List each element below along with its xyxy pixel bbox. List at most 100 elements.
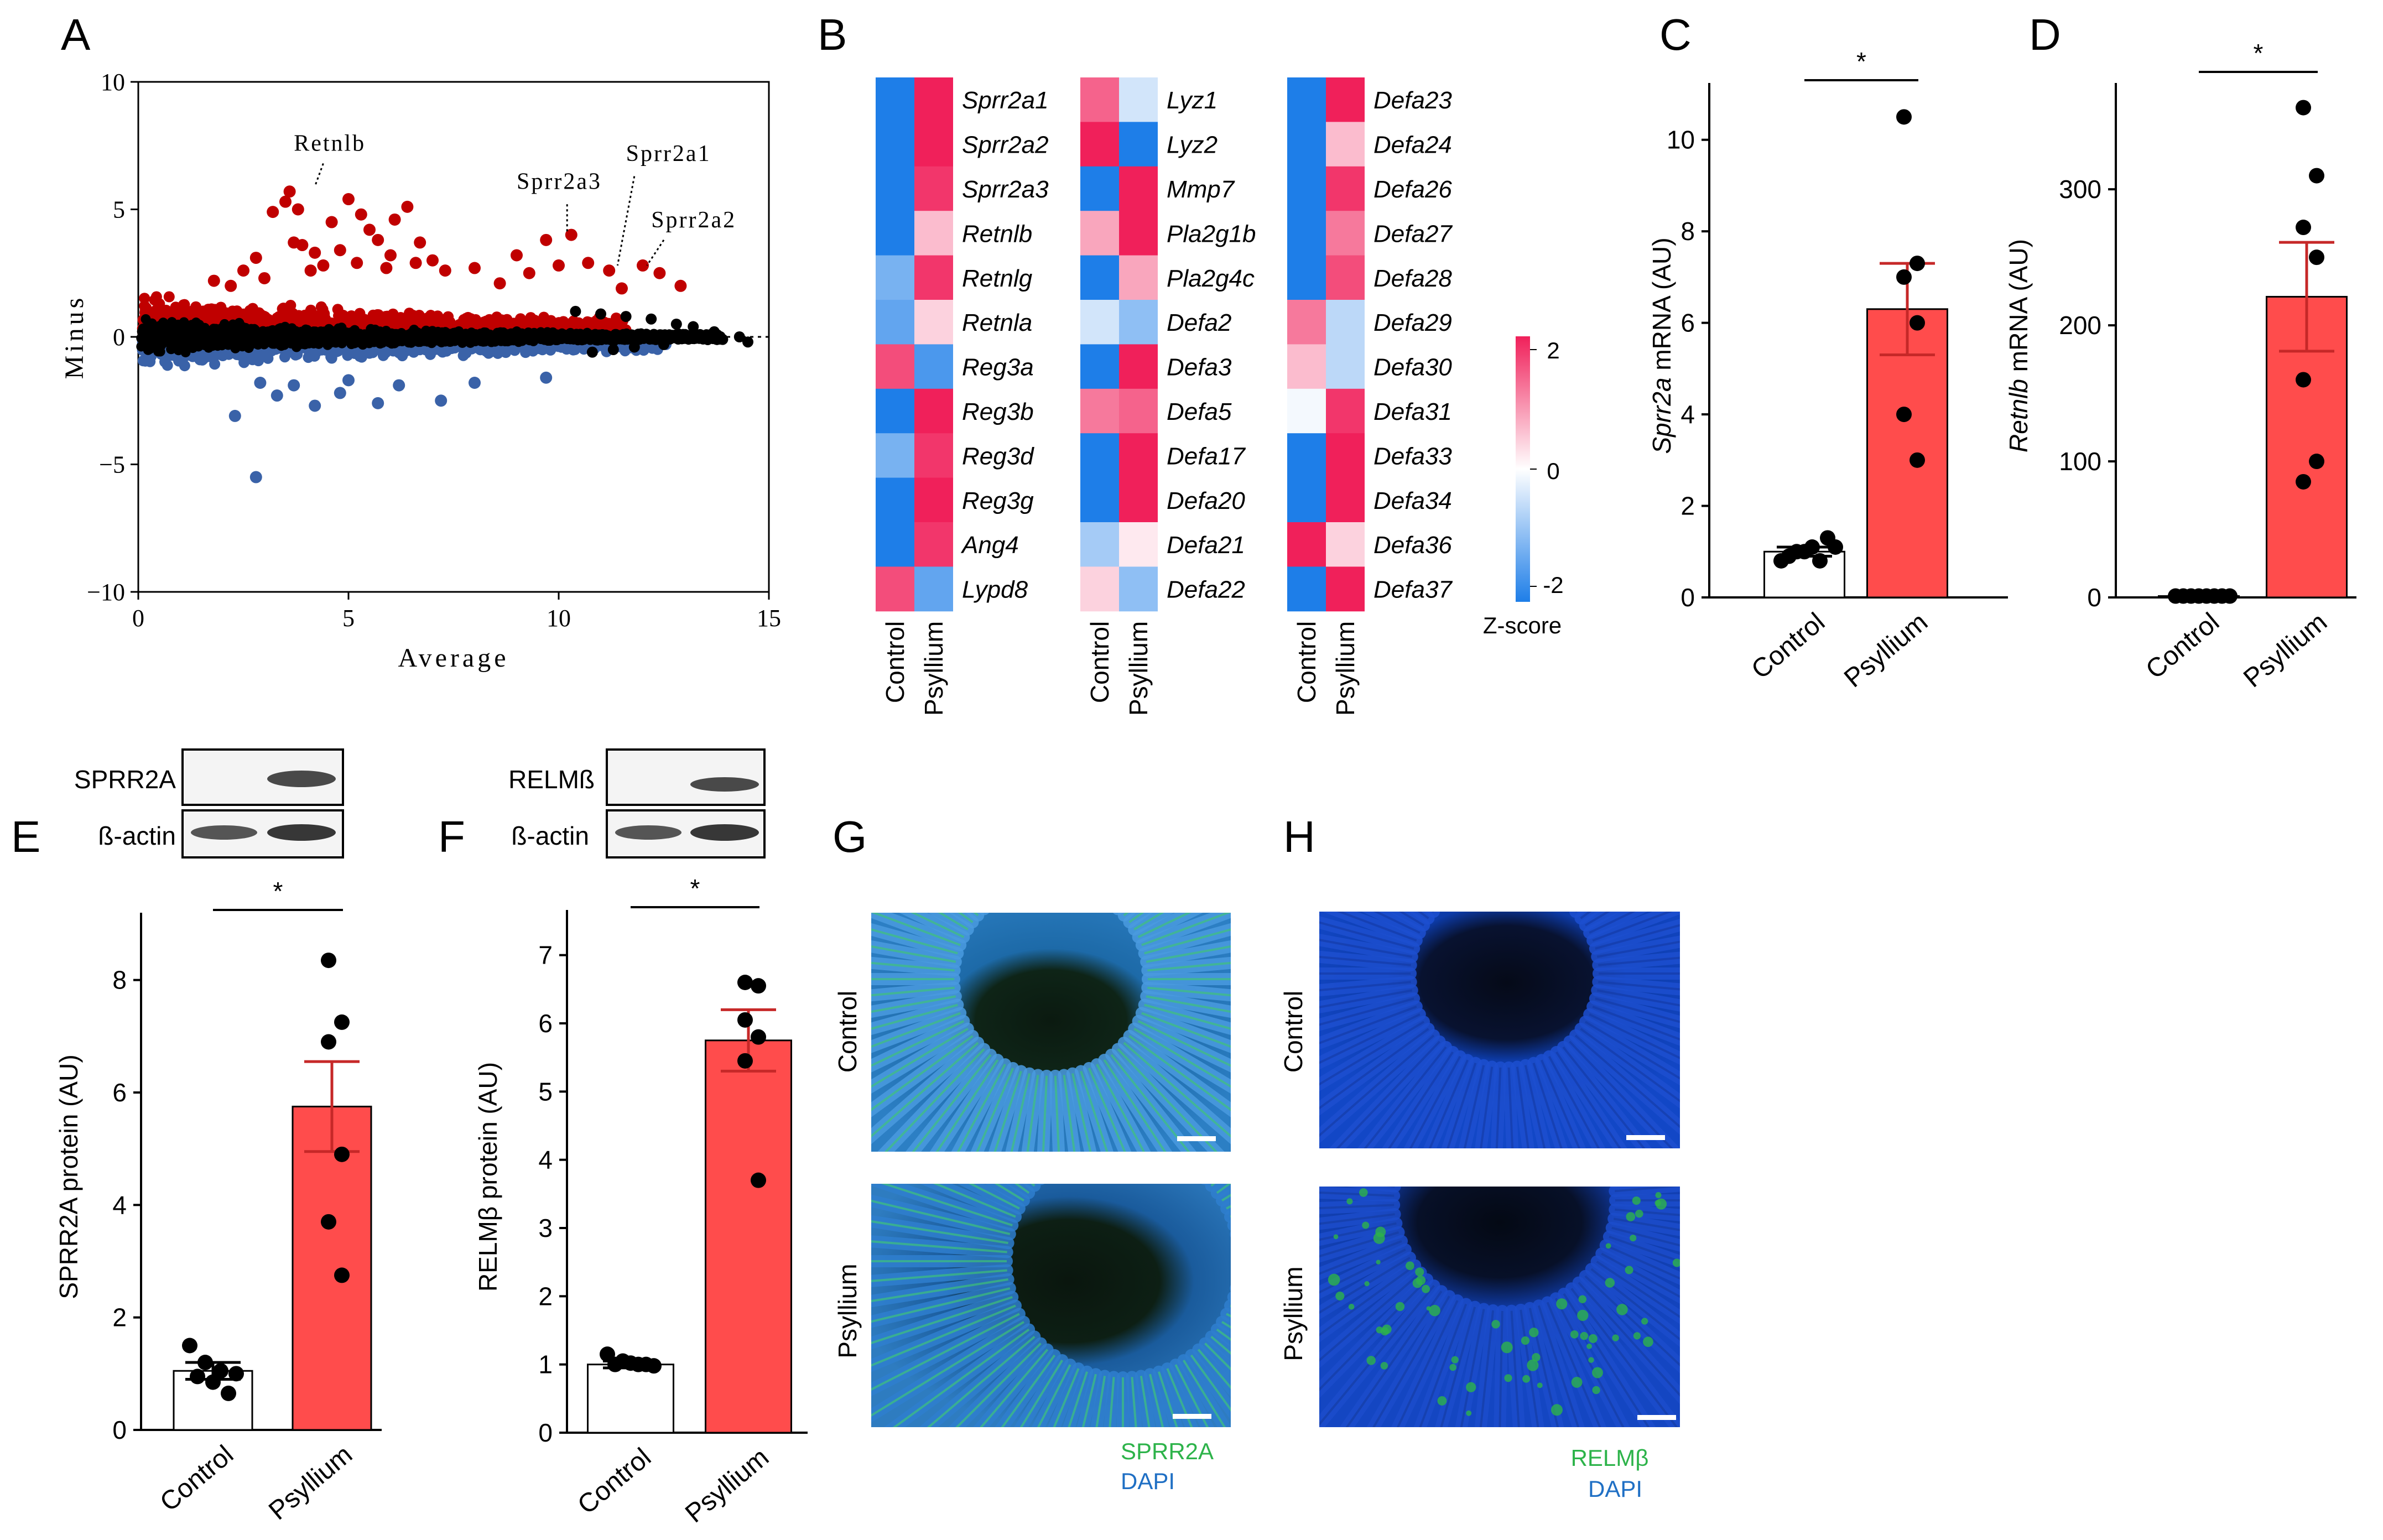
heatmap-panel: Sprr2a1Sprr2a2Sprr2a3RetnlbRetnlgRetnlaR… [876,77,1453,716]
ma-x-tick-label: 10 [547,605,571,632]
ma-point-up [372,233,384,246]
heatmap-cell-control [1080,477,1119,523]
ma-point-up [491,311,503,323]
ma-point-neutral [166,344,176,355]
heatmap-cell-psyllium [1326,122,1365,167]
heatmap-gene-label: Defa2 [1167,309,1231,336]
ma-point-up [603,264,616,277]
heatmap-legend-tick-low: -2 [1543,572,1563,598]
ma-point-up [237,264,249,277]
heatmap-gene-label: Defa36 [1373,532,1452,559]
ma-point-up [524,315,535,327]
heatmap-cell-psyllium [914,566,953,612]
ma-point-neutral [433,326,443,337]
ma-point-neutral [607,344,619,356]
micrograph-h: Control Psyllium RELMβ DAPI [1279,912,1680,1502]
panel-letter-b: B [818,10,847,59]
heatmap-cell-psyllium [1119,344,1158,389]
ma-point-neutral [314,331,325,341]
data-point [321,1034,336,1050]
ma-point-down [173,355,185,367]
ma-y-tick-label: −10 [87,579,125,606]
heatmap-cell-psyllium [1119,433,1158,478]
heatmap-gene-label: Ang4 [960,532,1019,559]
bar-y-tick-label: 2 [112,1303,127,1332]
ma-point-neutral [672,333,683,344]
data-point [1909,315,1925,331]
data-point [737,975,753,990]
heatmap-cell-control [876,433,914,478]
heatmap-gene-label: Defa23 [1373,87,1452,114]
bar-category-label: Psyllium [263,1440,358,1526]
ma-point-down [309,399,321,412]
ma-point-down [393,379,405,392]
heatmap-cell-control [876,255,914,300]
heatmap-cell-psyllium [914,344,953,389]
ma-point-up [249,252,262,264]
ma-point-up [420,316,432,328]
ma-point-neutral [670,318,682,330]
data-point [751,1029,766,1045]
heatmap-gene-label: Pla2g4c [1167,265,1255,292]
ma-point-neutral [588,333,599,344]
bar-y-tick-label: 100 [2059,447,2101,476]
ma-point-up [317,259,330,272]
data-point [2309,168,2324,184]
heatmap-cell-psyllium [1326,522,1365,567]
significance-star: * [2254,39,2264,67]
heatmap-cell-control [1080,566,1119,612]
ma-point-neutral [136,341,147,352]
data-point [197,1355,213,1370]
heatmap-gene-label: Defa20 [1167,487,1245,514]
ma-point-up [439,264,451,277]
micrograph-g-row-control: Control [833,991,862,1073]
ma-x-tick-label: 15 [757,605,781,632]
heatmap-column-label: Psyllium [1331,621,1360,716]
heatmap-cell-control [1287,566,1326,612]
ma-y-tick-label: 0 [113,324,125,351]
data-point [334,1146,350,1162]
ma-y-axis-label: Minus [60,295,89,379]
heatmap-cell-psyllium [1326,166,1365,211]
ma-point-down [457,350,469,361]
heatmap-gene-label: Reg3b [962,398,1034,425]
ma-plot-points [136,185,753,483]
ma-point-neutral [620,311,632,322]
data-point [1896,269,1912,285]
heatmap-cell-control [876,344,914,389]
heatmap-cell-control [1287,433,1326,478]
heatmap-cell-control [1080,433,1119,478]
heatmap-cell-control [1287,166,1326,211]
ma-point-down [288,379,300,392]
data-point [2309,454,2324,470]
data-point [2222,588,2238,604]
ma-point-neutral [270,338,281,348]
ma-point-up [150,291,162,303]
heatmap-cell-control [1080,300,1119,345]
data-point [638,1356,654,1372]
micrograph-h-row-psyllium: Psyllium [1279,1266,1308,1361]
data-point [2296,100,2311,116]
bar-y-axis-label: SPRR2A protein (AU) [54,1054,83,1299]
heatmap-cell-psyllium [914,122,953,167]
data-point [2296,474,2311,490]
ma-gene-annotation: Sprr2a3 [517,169,602,195]
panel-letter-f: F [438,812,465,861]
heatmap-gene-label: Retnlb [962,220,1032,247]
heatmap-cell-control [1080,122,1119,167]
ma-point-up [426,254,439,267]
ma-y-tick-label: −5 [99,451,125,478]
data-point [1828,539,1843,555]
ma-point-up [354,308,366,319]
bar-category-label: Control [154,1440,239,1517]
data-point [1781,548,1797,564]
ma-point-down [372,397,384,409]
heatmap-cell-control [876,300,914,345]
ma-point-neutral [166,319,176,330]
ma-point-neutral [321,328,332,339]
heatmap-gene-label: Defa26 [1373,176,1452,203]
ma-point-up [582,257,595,269]
ma-point-up [325,216,338,228]
